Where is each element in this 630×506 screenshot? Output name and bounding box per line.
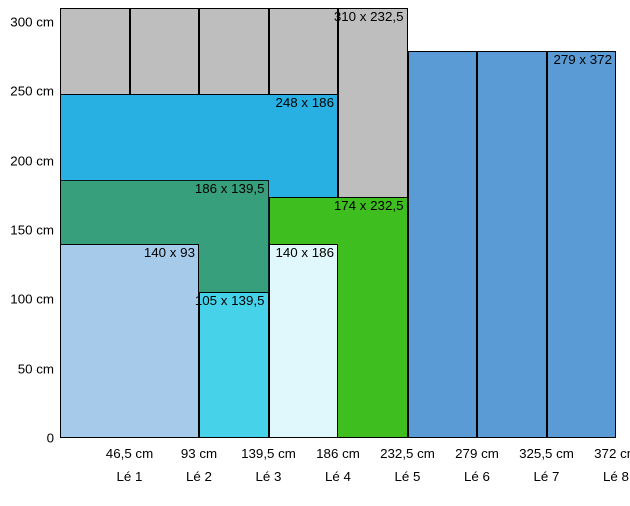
rect-label: 105 x 139,5 bbox=[195, 293, 265, 308]
x-tick-le: Lé 7 bbox=[519, 467, 574, 487]
x-tick: 93 cm Lé 2 bbox=[181, 438, 217, 487]
r-140x186 bbox=[269, 244, 339, 438]
col-le8 bbox=[547, 51, 617, 438]
rect-label: 140 x 186 bbox=[275, 245, 334, 260]
rect-label: 140 x 93 bbox=[144, 245, 195, 260]
r-105x139 bbox=[199, 292, 269, 438]
x-tick-cm: 93 cm bbox=[181, 446, 217, 461]
x-tick-cm: 372 cm bbox=[594, 446, 630, 461]
x-tick-le: Lé 1 bbox=[106, 467, 153, 487]
rect-label: 279 x 372 bbox=[553, 52, 612, 67]
y-tick: 250 cm bbox=[10, 84, 60, 99]
y-tick: 150 cm bbox=[10, 222, 60, 237]
y-tick: 0 bbox=[47, 431, 60, 446]
y-tick: 50 cm bbox=[18, 361, 60, 376]
plot-area: 050 cm100 cm150 cm200 cm250 cm300 cm46,5… bbox=[60, 8, 616, 438]
rect-label: 310 x 232,5 bbox=[334, 9, 404, 24]
panel-size-chart: 0 50 cm 100 cm 150 cm 200 cm 250 cm 300 cm 46,5… bbox=[0, 0, 630, 506]
x-tick: 186 cm Lé 4 bbox=[316, 438, 360, 487]
x-tick-cm: 325,5 cm bbox=[519, 446, 574, 461]
x-tick-le: Lé 4 bbox=[316, 467, 360, 487]
x-tick-le: Lé 3 bbox=[241, 467, 296, 487]
rect-label: 248 x 186 bbox=[275, 95, 334, 110]
x-tick-cm: 279 cm bbox=[455, 446, 499, 461]
x-tick: 232,5 cm Lé 5 bbox=[380, 438, 435, 487]
y-tick: 100 cm bbox=[10, 292, 60, 307]
x-tick-le: Lé 8 bbox=[594, 467, 630, 487]
y-tick: 200 cm bbox=[10, 153, 60, 168]
x-tick-le: Lé 6 bbox=[455, 467, 499, 487]
x-tick-le: Lé 5 bbox=[380, 467, 435, 487]
x-tick: 139,5 cm Lé 3 bbox=[241, 438, 296, 487]
x-tick-cm: 46,5 cm bbox=[106, 446, 153, 461]
x-tick-cm: 139,5 cm bbox=[241, 446, 296, 461]
x-tick: 372 cm Lé 8 bbox=[594, 438, 630, 487]
rect-label: 174 x 232,5 bbox=[334, 198, 404, 213]
x-tick: 46,5 cm Lé 1 bbox=[106, 438, 153, 487]
col-le7 bbox=[477, 51, 547, 438]
col-le6 bbox=[408, 51, 478, 438]
r-140x93 bbox=[60, 244, 199, 438]
x-tick: 325,5 cm Lé 7 bbox=[519, 438, 574, 487]
x-tick-cm: 186 cm bbox=[316, 446, 360, 461]
x-tick-cm: 232,5 cm bbox=[380, 446, 435, 461]
rect-label: 186 x 139,5 bbox=[195, 181, 265, 196]
y-tick: 300 cm bbox=[10, 14, 60, 29]
x-tick-le: Lé 2 bbox=[181, 467, 217, 487]
x-tick: 279 cm Lé 6 bbox=[455, 438, 499, 487]
